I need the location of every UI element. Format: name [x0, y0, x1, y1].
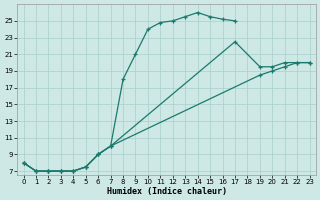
X-axis label: Humidex (Indice chaleur): Humidex (Indice chaleur)	[107, 187, 227, 196]
